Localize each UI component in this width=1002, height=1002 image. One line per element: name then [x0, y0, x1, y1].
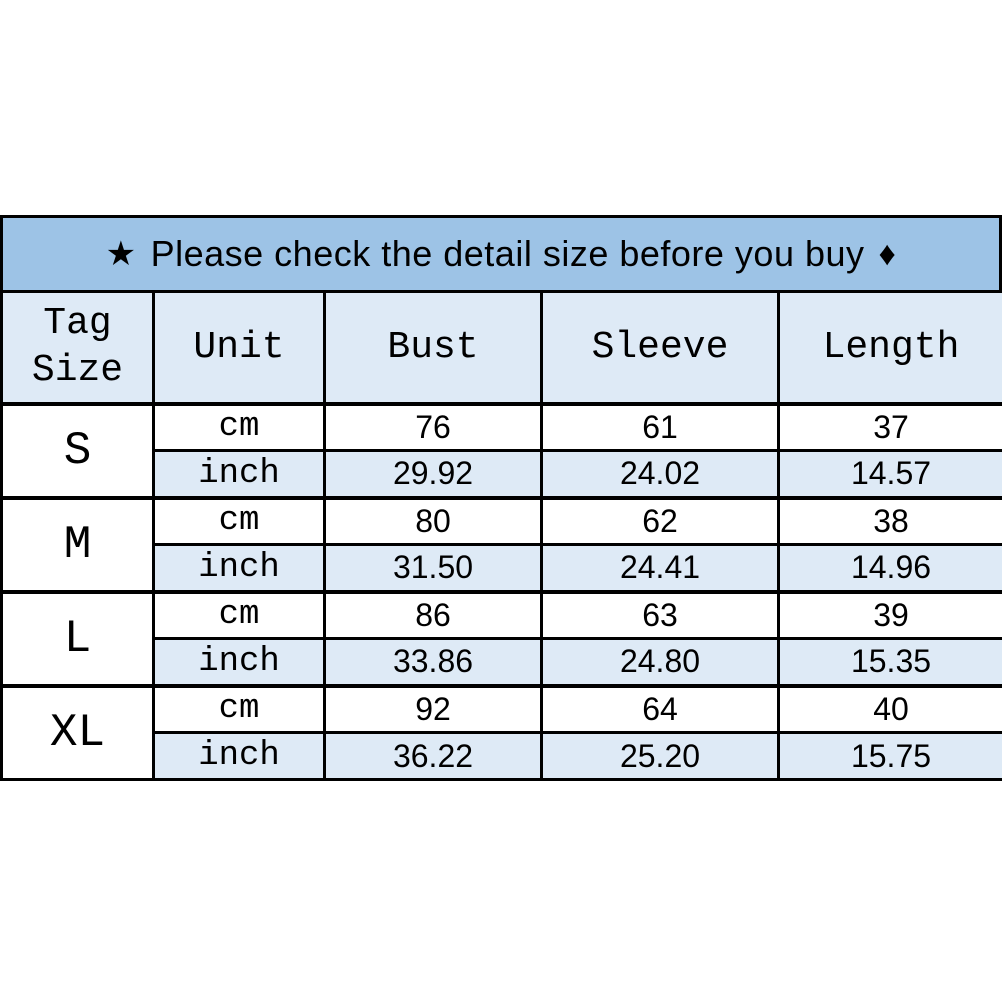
value-cell-m-length-cm: 38 [777, 495, 1002, 546]
star-icon: ★ [105, 235, 137, 273]
diamond-icon: ♦ [878, 235, 897, 273]
table-row-l-inch: inch 33.86 24.80 15.35 [2, 637, 1002, 687]
value-cell-xl-bust-inch: 36.22 [323, 731, 543, 781]
value-cell-s-bust-cm: 76 [323, 401, 543, 452]
unit-cell-cm: cm [152, 589, 326, 640]
table-row-l-cm: L cm 86 63 39 [0, 589, 1002, 687]
column-header-length: Length [777, 290, 1002, 405]
value-cell-xl-length-inch: 15.75 [777, 731, 1002, 781]
value-cell-l-bust-inch: 33.86 [323, 637, 543, 687]
size-cell-xl: XL [0, 683, 155, 781]
unit-cell-inch: inch [152, 731, 326, 781]
value-cell-m-sleeve-inch: 24.41 [540, 543, 780, 593]
header-row: Tag Size Unit Bust Sleeve Length [0, 290, 1002, 405]
column-header-tag-size: Tag Size [0, 290, 155, 405]
value-cell-m-bust-cm: 80 [323, 495, 543, 546]
unit-cell-cm: cm [152, 495, 326, 546]
value-cell-m-length-inch: 14.96 [777, 543, 1002, 593]
banner-text: Please check the detail size before you … [150, 233, 865, 274]
value-cell-m-sleeve-cm: 62 [540, 495, 780, 546]
value-cell-l-length-inch: 15.35 [777, 637, 1002, 687]
value-cell-xl-length-cm: 40 [777, 683, 1002, 734]
size-cell-l: L [0, 589, 155, 687]
size-chart-table: Tag Size Unit Bust Sleeve Length S cm 76… [0, 290, 1002, 781]
value-cell-s-bust-inch: 29.92 [323, 449, 543, 499]
value-cell-xl-bust-cm: 92 [323, 683, 543, 734]
table-row-m-inch: inch 31.50 24.41 14.96 [2, 543, 1002, 593]
table-row-xl-cm: XL cm 92 64 40 [0, 683, 1002, 781]
unit-cell-inch: inch [152, 449, 326, 499]
value-cell-l-sleeve-inch: 24.80 [540, 637, 780, 687]
value-cell-m-bust-inch: 31.50 [323, 543, 543, 593]
value-cell-s-sleeve-inch: 24.02 [540, 449, 780, 499]
value-cell-s-sleeve-cm: 61 [540, 401, 780, 452]
value-cell-l-bust-cm: 86 [323, 589, 543, 640]
size-chart: ★ Please check the detail size before yo… [0, 215, 1002, 781]
banner: ★ Please check the detail size before yo… [0, 215, 1002, 293]
column-header-bust: Bust [323, 290, 543, 405]
value-cell-xl-sleeve-inch: 25.20 [540, 731, 780, 781]
size-cell-s: S [0, 401, 155, 499]
unit-cell-cm: cm [152, 401, 326, 452]
value-cell-l-length-cm: 39 [777, 589, 1002, 640]
table-row-m-cm: M cm 80 62 38 [0, 495, 1002, 593]
size-cell-m: M [0, 495, 155, 593]
value-cell-l-sleeve-cm: 63 [540, 589, 780, 640]
table-row-xl-inch: inch 36.22 25.20 15.75 [2, 731, 1002, 781]
value-cell-s-length-inch: 14.57 [777, 449, 1002, 499]
value-cell-xl-sleeve-cm: 64 [540, 683, 780, 734]
table-row-s-inch: inch 29.92 24.02 14.57 [2, 449, 1002, 499]
column-header-sleeve: Sleeve [540, 290, 780, 405]
column-header-unit: Unit [152, 290, 326, 405]
unit-cell-cm: cm [152, 683, 326, 734]
unit-cell-inch: inch [152, 637, 326, 687]
table-row-s-cm: S cm 76 61 37 [0, 401, 1002, 499]
unit-cell-inch: inch [152, 543, 326, 593]
value-cell-s-length-cm: 37 [777, 401, 1002, 452]
